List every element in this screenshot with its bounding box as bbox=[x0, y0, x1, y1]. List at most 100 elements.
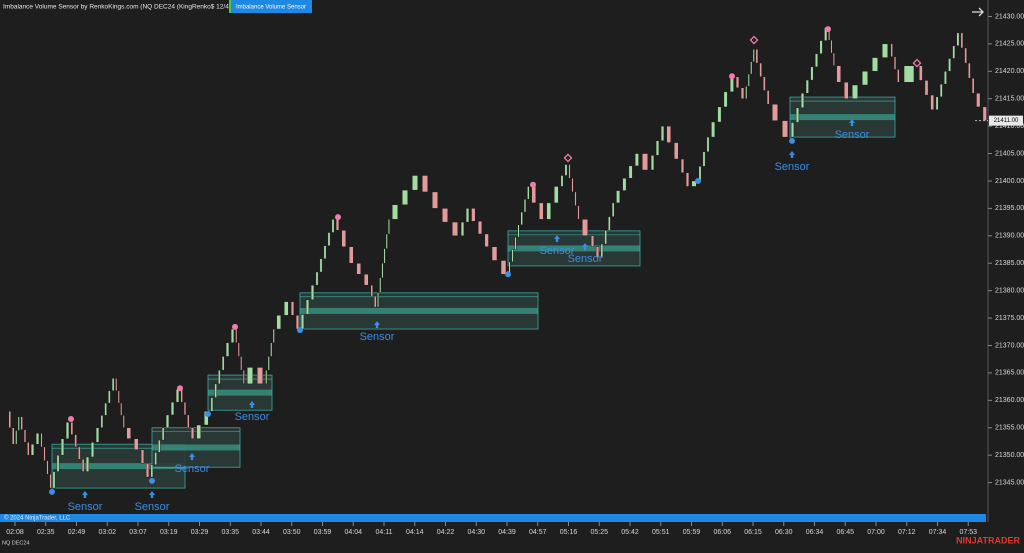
sensor-arrow bbox=[82, 491, 88, 498]
zone-core bbox=[208, 389, 272, 396]
renko-brick bbox=[74, 434, 77, 448]
renko-brick bbox=[203, 411, 209, 426]
renko-brick bbox=[78, 446, 81, 460]
renko-brick bbox=[150, 464, 154, 478]
renko-brick bbox=[893, 56, 897, 70]
sensor-arrow bbox=[249, 401, 255, 408]
renko-brick bbox=[706, 136, 710, 152]
renko-brick bbox=[685, 172, 690, 187]
renko-brick bbox=[154, 452, 157, 465]
renko-brick bbox=[650, 155, 655, 171]
renko-brick bbox=[145, 463, 150, 478]
x-tick-label: 03:35 bbox=[221, 529, 239, 536]
renko-brick bbox=[165, 414, 170, 428]
renko-brick bbox=[133, 438, 139, 450]
x-tick-label: 07:34 bbox=[929, 529, 947, 536]
renko-brick bbox=[12, 427, 15, 445]
renko-brick bbox=[666, 125, 672, 143]
renko-brick bbox=[272, 328, 275, 343]
footer-bar bbox=[0, 514, 986, 522]
indicator-button-label[interactable]: Imbalance Volume Sensor bbox=[236, 5, 306, 11]
renko-brick bbox=[574, 191, 577, 206]
x-tick-label: 03:44 bbox=[252, 529, 270, 536]
x-tick-label: 05:59 bbox=[683, 529, 701, 536]
indicator-button[interactable] bbox=[231, 0, 312, 13]
x-tick-label: 05:42 bbox=[621, 529, 639, 536]
renko-brick bbox=[577, 205, 580, 220]
renko-brick bbox=[270, 342, 273, 357]
renko-brick bbox=[180, 389, 183, 403]
x-tick-label: 06:30 bbox=[775, 529, 793, 536]
arrow-icon[interactable] bbox=[972, 7, 984, 17]
x-tick-label: 05:16 bbox=[560, 529, 578, 536]
renko-brick bbox=[126, 427, 132, 439]
renko-brick bbox=[582, 219, 588, 237]
high-marker bbox=[68, 415, 74, 422]
x-tick-label: 04:30 bbox=[467, 529, 485, 536]
renko-brick bbox=[257, 367, 263, 385]
renko-brick bbox=[852, 84, 858, 99]
renko-brick bbox=[30, 443, 35, 456]
renko-brick bbox=[766, 90, 770, 105]
renko-brick bbox=[70, 422, 74, 435]
diamond-marker bbox=[749, 35, 759, 45]
x-tick-label: 07:53 bbox=[959, 529, 977, 536]
renko-brick bbox=[511, 249, 514, 263]
instrument: NQ DEC24 bbox=[2, 540, 30, 546]
renko-brick bbox=[95, 427, 100, 443]
renko-brick bbox=[190, 427, 195, 439]
renko-brick bbox=[520, 211, 523, 226]
renko-brick bbox=[560, 175, 564, 187]
last-price-label: 21411.00 bbox=[994, 118, 1019, 124]
brand: NINJATRADER bbox=[956, 535, 1020, 545]
x-tick-label: 02:08 bbox=[6, 529, 24, 536]
y-tick-label: 21395.00 bbox=[995, 205, 1024, 212]
sensor-label: Sensor bbox=[835, 129, 870, 141]
renko-brick bbox=[924, 80, 929, 96]
high-marker bbox=[825, 26, 831, 33]
y-tick-label: 21430.00 bbox=[995, 13, 1024, 20]
renko-brick bbox=[564, 164, 568, 176]
renko-brick bbox=[267, 356, 270, 371]
renko-brick bbox=[214, 383, 217, 398]
renko-brick bbox=[111, 378, 115, 391]
x-tick-label: 03:02 bbox=[98, 529, 116, 536]
y-tick-label: 21370.00 bbox=[995, 342, 1024, 349]
low-marker bbox=[205, 411, 211, 418]
renko-brick bbox=[276, 315, 282, 330]
renko-brick bbox=[225, 342, 230, 357]
renko-brick bbox=[221, 356, 225, 371]
zone-core bbox=[300, 307, 538, 314]
renko-brick bbox=[680, 158, 685, 173]
renko-brick bbox=[872, 57, 878, 72]
renko-brick bbox=[568, 164, 571, 179]
y-tick-label: 21350.00 bbox=[995, 452, 1024, 459]
zone-core bbox=[508, 245, 640, 252]
low-marker bbox=[149, 477, 155, 484]
renko-brick bbox=[836, 65, 842, 83]
renko-brick bbox=[35, 433, 40, 445]
renko-brick bbox=[484, 233, 489, 247]
renko-brick bbox=[108, 390, 111, 404]
renko-brick bbox=[862, 71, 868, 86]
plot: 21345.00 21350.00 21355.00 21360.00 21365.00… bbox=[6, 13, 1024, 536]
renko-brick bbox=[553, 186, 559, 204]
sensor-label: Sensor bbox=[540, 245, 575, 257]
renko-brick bbox=[240, 356, 243, 371]
renko-brick bbox=[702, 151, 706, 167]
renko-brick bbox=[830, 40, 833, 54]
x-tick-label: 07:12 bbox=[898, 529, 916, 536]
renko-brick bbox=[341, 230, 347, 247]
renko-brick bbox=[782, 120, 788, 138]
renko-brick bbox=[691, 180, 697, 187]
y-tick-label: 21380.00 bbox=[995, 287, 1024, 294]
last-price-box bbox=[989, 115, 1023, 126]
sensor-label: Sensor bbox=[68, 501, 103, 513]
renko-brick bbox=[745, 86, 748, 99]
renko-brick bbox=[356, 263, 362, 275]
x-tick-label: 04:22 bbox=[437, 529, 455, 536]
renko-brick bbox=[242, 369, 245, 385]
sensor-label: Sensor bbox=[235, 411, 270, 423]
x-tick-label: 02:35 bbox=[37, 529, 55, 536]
renko-brick bbox=[477, 220, 483, 235]
